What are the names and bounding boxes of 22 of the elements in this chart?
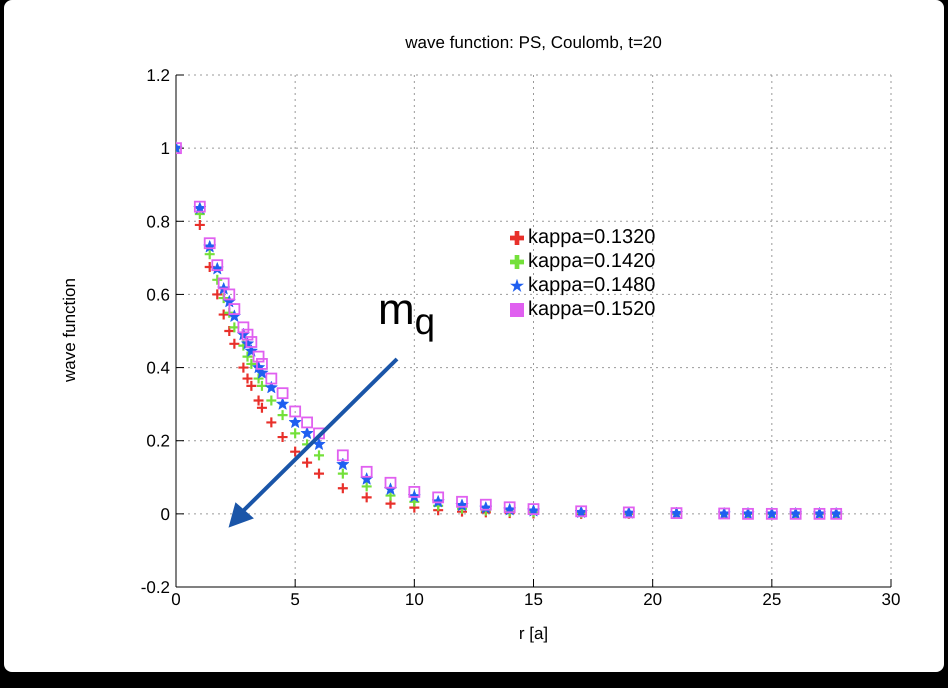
y-tick-label: 1 — [160, 139, 170, 158]
x-axis-title: r [a] — [518, 624, 550, 644]
legend-label: kappa=0.1420 — [528, 250, 656, 272]
legend-label: kappa=0.1320 — [528, 226, 656, 248]
legend-label: kappa=0.1520 — [528, 298, 656, 320]
y-tick-label: 0.8 — [146, 212, 170, 232]
x-tick-label: 15 — [524, 590, 543, 610]
chart-title: wave function: PS, Coulomb, t=20 — [404, 33, 663, 53]
y-tick-label: -0.2 — [140, 578, 170, 598]
x-tick-label: 10 — [404, 590, 424, 610]
x-tick-label: 5 — [290, 590, 300, 610]
annotation: m$_{q}$ — [378, 285, 436, 344]
x-tick-label: 25 — [762, 590, 782, 610]
y-axis-title: wave function — [60, 277, 80, 384]
y-tick-label: 0.4 — [146, 358, 170, 378]
legend-label: kappa=0.1480 — [528, 274, 656, 296]
y-tick-label: 0.6 — [146, 285, 170, 304]
y-tick-label: 1.2 — [146, 66, 170, 86]
y-tick-label: 0.2 — [146, 432, 170, 451]
y-tick-label: 0 — [160, 504, 170, 524]
x-tick-label: 20 — [643, 590, 662, 610]
x-tick-label: 30 — [882, 590, 900, 610]
